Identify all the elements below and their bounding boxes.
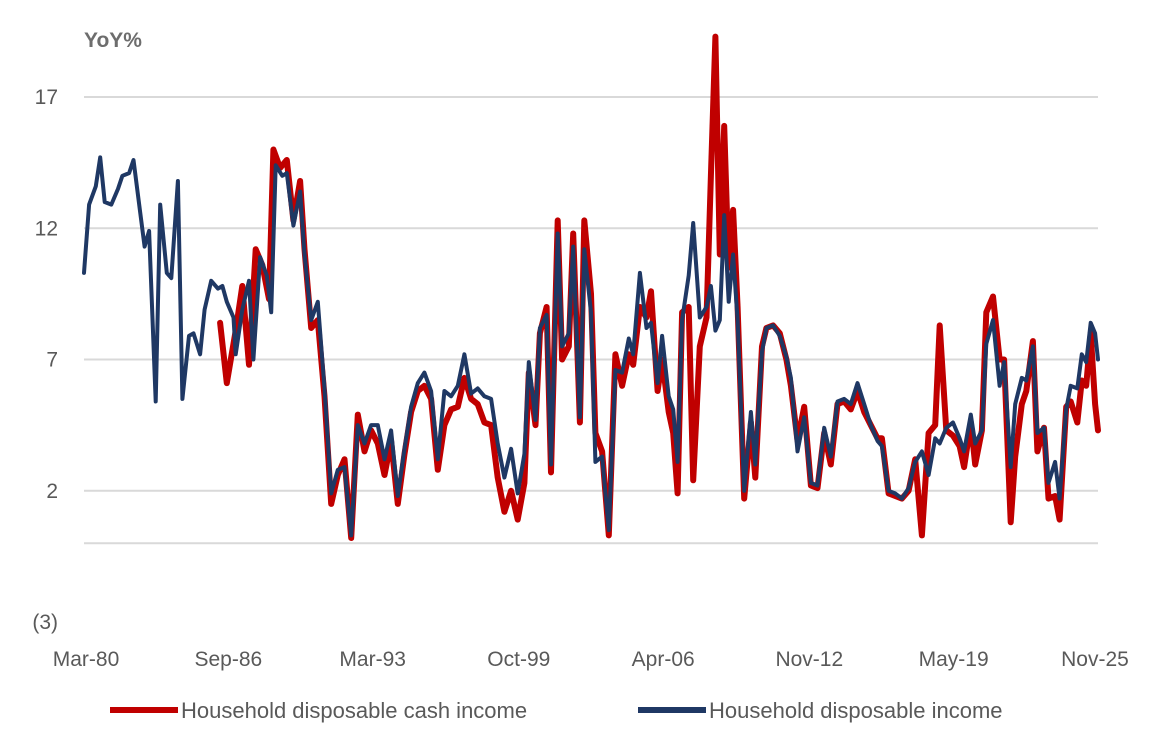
- y-tick-labels: 17 12 7 2 (3): [32, 86, 58, 634]
- series-line-cash-income: [217, 33, 1101, 541]
- y-tick-label: 2: [46, 480, 58, 503]
- x-tick-label: Apr-06: [632, 648, 695, 671]
- x-tick-label: May-19: [919, 648, 989, 671]
- x-tick-labels: Mar-80 Sep-86 Mar-93 Oct-99 Apr-06 Nov-12 May-…: [53, 648, 1129, 671]
- x-tick-label: Nov-25: [1061, 648, 1129, 671]
- y-axis-label: YoY%: [84, 29, 142, 52]
- x-tick-label: Mar-93: [339, 648, 406, 671]
- y-tick-label: 12: [35, 217, 58, 240]
- legend-label-cash-income: Household disposable cash income: [181, 698, 527, 723]
- legend-label-disposable-income: Household disposable income: [709, 698, 1003, 723]
- x-tick-label: Sep-86: [194, 648, 262, 671]
- series-line-disposable-income: [82, 155, 1100, 538]
- series-lines: [82, 33, 1101, 541]
- y-tick-label: 17: [35, 86, 58, 109]
- y-tick-label: (3): [32, 611, 58, 634]
- x-tick-label: Mar-80: [53, 648, 120, 671]
- x-tick-label: Oct-99: [487, 648, 550, 671]
- y-tick-label: 7: [46, 349, 58, 372]
- x-tick-label: Nov-12: [775, 648, 843, 671]
- legend: Household disposable cash income Househo…: [110, 698, 1003, 723]
